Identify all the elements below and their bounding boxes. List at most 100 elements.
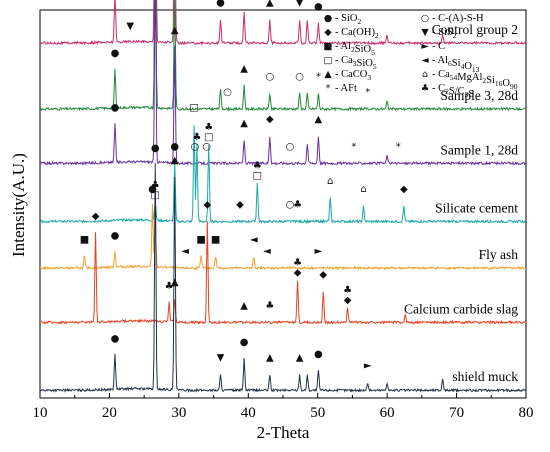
- phase-marker: ■: [211, 234, 220, 245]
- legend-text: S/C: [449, 86, 465, 97]
- phase-marker: ►: [315, 246, 323, 257]
- legend-subscript: 3: [367, 73, 371, 82]
- series-line-3: [39, 125, 527, 224]
- legend-marker: ◄: [421, 55, 429, 66]
- x-axis: 10 20 30 40 50 60 70 80: [33, 393, 534, 421]
- phase-marker: ♣: [192, 132, 201, 143]
- phase-marker: ◆: [236, 199, 244, 210]
- series-label: shield muck: [452, 369, 518, 384]
- phase-marker: ◄: [250, 234, 258, 245]
- legend: ● - SiO2◆ - Ca(OH)2■ - Al2SiO5□ - Ca3SiO5▲ - …: [324, 13, 518, 100]
- phase-marker: ●: [148, 184, 157, 195]
- legend-text: - Ca: [335, 55, 353, 66]
- legend-text: SiO: [355, 44, 372, 55]
- phase-marker: ⌂: [360, 184, 366, 195]
- phase-marker: ▼: [240, 0, 248, 1]
- legend-marker: ●: [324, 13, 332, 24]
- phase-marker: ▼: [126, 21, 134, 32]
- legend-entry: - Al2SiO5: [335, 41, 375, 57]
- legend-text: - Ca(OH): [335, 27, 375, 38]
- legend-entry: - Al6Si4O13: [432, 55, 480, 74]
- phase-marker: ●: [111, 48, 120, 59]
- legend-marker: □: [324, 55, 333, 66]
- legend-text: SiO: [357, 58, 374, 69]
- phase-marker: ○: [265, 71, 274, 82]
- legend-subscript: 2: [351, 45, 355, 54]
- legend-subscript: 2: [357, 17, 361, 26]
- legend-entry: - CaCO3: [335, 69, 371, 82]
- phase-markers: ●▼●▲●▼▲▼●●●▲○▲○○**●●▲○○▲◆○▲**♣□●□♣♣□◆♣□○…: [80, 0, 408, 371]
- phase-marker: ●: [111, 102, 120, 113]
- series-layer: [39, 0, 527, 393]
- legend-marker: ◆: [324, 27, 332, 38]
- legend-subscript: 54: [450, 73, 458, 82]
- x-tick-label: 30: [171, 405, 186, 421]
- phase-marker: ▲: [296, 353, 304, 364]
- legend-text: - CaCO: [335, 69, 368, 80]
- series-label: Silicate cement: [435, 200, 518, 215]
- legend-marker: ►: [421, 41, 429, 52]
- x-tick-label: 60: [380, 405, 395, 421]
- phase-marker: ♣: [204, 122, 213, 133]
- series-label: Fly ash: [479, 247, 519, 262]
- series-label: Sample 1, 28d: [440, 142, 518, 157]
- series-line-0: [39, 0, 527, 46]
- legend-subscript: 3: [465, 90, 469, 99]
- phase-marker: ◆: [203, 199, 211, 210]
- phase-marker: ▲: [266, 353, 274, 364]
- legend-entry: - Ca(OH)2: [335, 27, 379, 40]
- legend-subscript: 3: [353, 59, 357, 68]
- series-label: Control group 2: [432, 22, 518, 37]
- phase-marker: ◄: [181, 246, 189, 257]
- x-tick-label: 70: [449, 405, 464, 421]
- legend-marker: ■: [324, 41, 333, 52]
- x-tick-label: 50: [310, 405, 325, 421]
- series-line-5: [39, 220, 527, 325]
- phase-marker: ◆: [400, 184, 408, 195]
- phase-marker: *: [316, 71, 321, 82]
- x-tick-label: 20: [102, 405, 117, 421]
- phase-marker: ●: [111, 231, 120, 242]
- phase-marker: ▲: [266, 0, 274, 9]
- series-line-4: [39, 203, 527, 271]
- phase-marker: ○: [295, 71, 304, 82]
- phase-marker: ♣: [293, 258, 302, 269]
- legend-entry: - Ca54MgAl2Si16O90: [432, 69, 518, 91]
- phase-marker: ○: [190, 141, 199, 152]
- legend-subscript: 6: [448, 59, 452, 68]
- phase-marker: ◆: [294, 268, 302, 279]
- legend-subscript: 2: [453, 31, 457, 40]
- series-labels: Control group 2 Sample 3, 28d Sample 1, 28…: [404, 22, 518, 384]
- phase-marker: ►: [364, 360, 372, 371]
- phase-marker: ▲: [171, 25, 179, 36]
- phase-marker: ♣: [343, 285, 352, 296]
- phase-marker: □: [151, 190, 160, 201]
- series-line-6: [39, 163, 527, 393]
- legend-entry: - C: [432, 41, 445, 52]
- series-line-1: [39, 0, 527, 112]
- legend-entry: - Ca3SiO5: [335, 55, 377, 71]
- phase-marker: ▼: [296, 0, 304, 9]
- legend-text: - Ca: [432, 69, 450, 80]
- y-axis-label: Intensity(A.U.): [9, 153, 28, 257]
- legend-entry: - SiO2: [335, 13, 361, 26]
- legend-entry: - SiS2: [432, 27, 457, 40]
- legend-text: O: [502, 78, 510, 89]
- phase-marker: ▲: [171, 277, 179, 288]
- legend-marker: ▲: [324, 69, 332, 80]
- phase-marker: □: [253, 171, 262, 182]
- legend-marker: ♣: [421, 83, 430, 94]
- legend-subscript: 2: [375, 31, 379, 40]
- phase-marker: ◆: [344, 295, 352, 306]
- legend-text: MgAl: [457, 72, 482, 83]
- phase-marker: ■: [80, 234, 89, 245]
- legend-text: - SiS: [432, 27, 453, 38]
- legend-marker: ▼: [421, 27, 429, 38]
- phase-marker: ●: [170, 141, 179, 152]
- phase-marker: ●: [151, 143, 160, 154]
- x-tick-label: 40: [241, 405, 256, 421]
- phase-marker: ♣: [265, 300, 274, 311]
- legend-subscript: 4: [461, 62, 465, 71]
- phase-marker: ◄: [263, 246, 271, 257]
